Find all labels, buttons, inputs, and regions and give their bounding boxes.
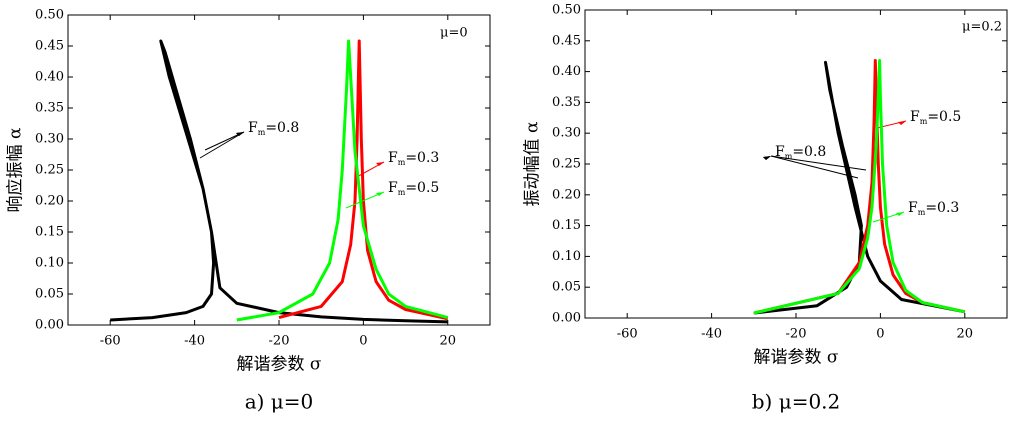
x-tick-label: -40 [184, 334, 205, 349]
y-tick-label: 0.35 [552, 95, 581, 110]
arrow-head [376, 162, 384, 166]
y-axis-label: 振动幅值 α [523, 121, 543, 206]
arrow [770, 155, 867, 171]
arrow [204, 131, 245, 151]
caption: a) μ=0 [245, 390, 314, 414]
curve-label: Fm=0.3 [908, 200, 959, 217]
y-tick-label: 0.45 [552, 33, 581, 48]
curve-label: Fm=0.3 [388, 150, 439, 167]
x-axis-label: 解谐参数 σ [236, 355, 321, 375]
y-tick-label: 0.40 [552, 64, 581, 79]
y-tick-label: 0.50 [35, 8, 64, 23]
y-tick-label: 0.25 [552, 157, 581, 172]
y-tick-label: 0.00 [35, 318, 64, 333]
curve [753, 59, 966, 315]
y-tick-label: 0.15 [35, 225, 64, 240]
y-tick-label: 0.05 [552, 280, 581, 295]
curve [753, 59, 966, 315]
plot-frame [584, 9, 1008, 319]
y-tick-label: 0.00 [552, 311, 581, 326]
y-tick-label: 0.45 [35, 39, 64, 54]
y-tick-label: 0.10 [35, 256, 64, 271]
y-tick-label: 0.20 [35, 194, 64, 209]
x-tick-label: -60 [100, 334, 121, 349]
curve-label: Fm=0.8 [775, 144, 826, 161]
annotation: μ=0 [440, 26, 468, 41]
curve [278, 39, 449, 321]
x-tick-label: 20 [957, 327, 974, 342]
arrow-head [376, 192, 384, 196]
arrow-head [898, 121, 906, 125]
arrow-head [896, 212, 904, 216]
curve [753, 60, 966, 315]
curve [236, 39, 449, 322]
plot-frame [67, 14, 491, 326]
x-tick-label: -60 [617, 327, 638, 342]
curve-label: Fm=0.5 [388, 180, 439, 197]
caption: b) μ=0.2 [752, 390, 841, 414]
y-tick-label: 0.30 [35, 132, 64, 147]
y-tick-label: 0.35 [35, 101, 64, 116]
arrow [770, 155, 859, 179]
y-tick-label: 0.25 [35, 163, 64, 178]
arrow-head [763, 156, 771, 160]
y-tick-label: 0.50 [552, 3, 581, 18]
arrow [345, 191, 385, 209]
y-axis-label: 响应振幅 α [6, 127, 26, 212]
x-tick-label: 0 [876, 327, 884, 342]
x-axis-label: 解谐参数 σ [753, 348, 838, 368]
y-tick-label: 0.15 [552, 218, 581, 233]
annotation: μ=0.2 [962, 20, 1002, 35]
arrow [199, 131, 245, 159]
y-tick-label: 0.05 [35, 287, 64, 302]
y-tick-label: 0.10 [552, 249, 581, 264]
curve-label: Fm=0.8 [248, 120, 299, 137]
y-tick-label: 0.30 [552, 126, 581, 141]
x-tick-label: -40 [701, 327, 722, 342]
arrow-head [236, 132, 244, 136]
y-tick-label: 0.40 [35, 70, 64, 85]
y-tick-label: 0.20 [552, 187, 581, 202]
x-tick-label: 0 [359, 334, 367, 349]
x-tick-label: 20 [440, 334, 457, 349]
x-tick-label: -20 [786, 327, 807, 342]
x-tick-label: -20 [269, 334, 290, 349]
curve-label: Fm=0.5 [910, 109, 961, 126]
